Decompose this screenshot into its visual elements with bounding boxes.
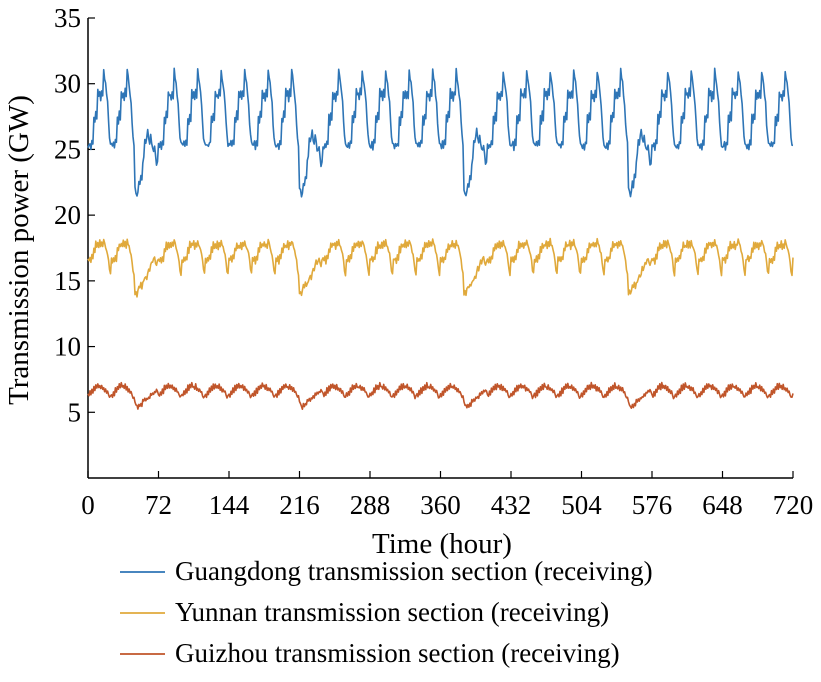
axes [87,17,794,479]
y-tick-label: 5 [68,397,82,427]
tick-labels: 0 72 144 216 288 360 432 504 576 648 720 5 10 15 20 25 3… [54,3,813,520]
y-tick-label: 35 [54,3,81,33]
y-tick-label: 30 [54,69,81,99]
y-tick-label: 15 [54,266,81,296]
series-line-2 [87,237,794,298]
x-tick-label: 72 [145,490,172,520]
y-tick-label: 25 [54,134,81,164]
x-tick-label: 432 [491,490,532,520]
y-tick-label: 20 [54,200,81,230]
x-tick-label: 720 [773,490,814,520]
y-axis-title: Transmission power (GW) [3,95,35,405]
x-tick-label: 0 [81,490,95,520]
legend-label-1: Guangdong transmission section (receivin… [175,556,653,586]
series-line-1 [87,67,794,198]
x-tick-label: 216 [279,490,320,520]
x-tick-label: 576 [632,490,673,520]
x-tick-label: 504 [561,490,602,520]
series-line-3 [87,381,794,411]
plot-area [87,67,794,411]
x-tick-label: 144 [209,490,250,520]
legend: Guangdong transmission section (receivin… [120,556,653,668]
legend-label-3: Guizhou transmission section (receiving) [175,638,620,668]
x-tick-label: 360 [420,490,461,520]
x-axis-title: Time (hour) [372,528,512,560]
legend-label-2: Yunnan transmission section (receiving) [175,597,609,627]
y-tick-label: 10 [54,332,81,362]
x-tick-label: 648 [702,490,743,520]
x-tick-label: 288 [350,490,391,520]
